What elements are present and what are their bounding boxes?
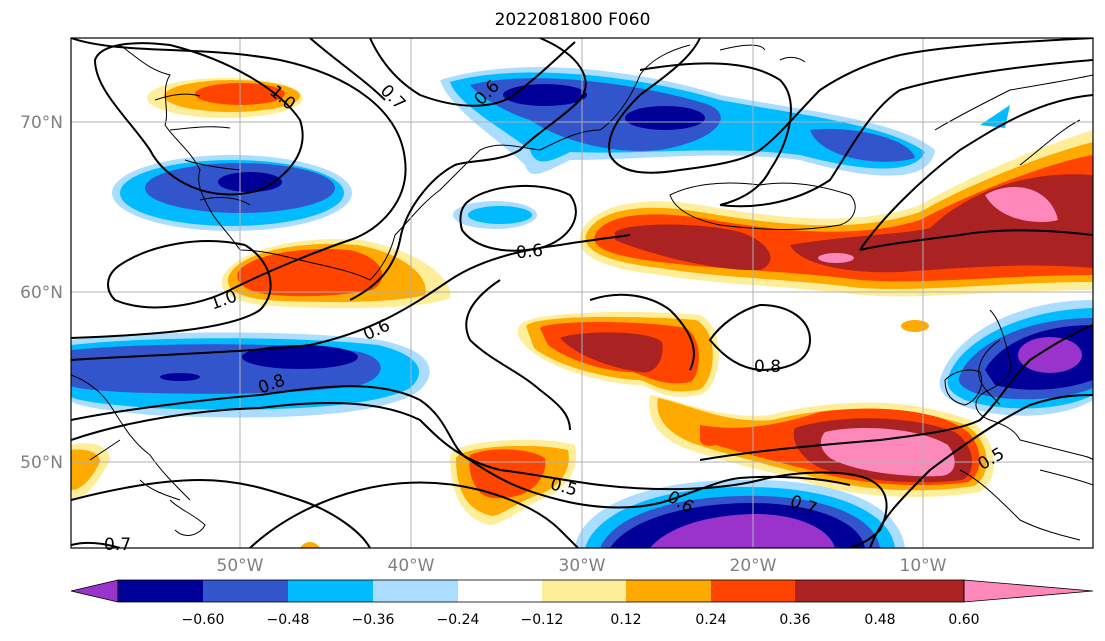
coastline-svalbard	[719, 44, 806, 63]
x-tick-label: 10°W	[900, 556, 947, 576]
gridlines	[71, 38, 1093, 548]
colorbar-tick-label: −0.48	[267, 612, 310, 628]
anomaly-blob-greenland-west	[112, 155, 352, 231]
anomaly-blob-uk	[939, 300, 1093, 416]
colorbar-tick-label: −0.60	[182, 612, 225, 628]
contour-3	[71, 244, 272, 339]
contour-24	[589, 293, 695, 371]
colorbar-segment	[626, 580, 711, 602]
contour-22	[249, 481, 579, 548]
contour-25	[71, 541, 121, 548]
y-tick-label: 50°N	[20, 453, 63, 473]
colorbar-segment	[458, 580, 542, 602]
anomaly-blob-labrador	[71, 332, 430, 418]
colorbar-segment	[118, 580, 203, 602]
contour-13	[859, 94, 1093, 251]
y-axis-ticks: 70°N 60°N 50°N	[20, 113, 63, 473]
colorbar-tick-label: 0.60	[948, 612, 979, 628]
contour-1	[93, 42, 304, 196]
contour-5	[369, 38, 576, 107]
coastline-scandinavia	[934, 74, 1093, 166]
contour-16	[71, 402, 501, 471]
colorbar-ticks: −0.60 −0.48 −0.36 −0.24 −0.12 0.12 0.24 …	[182, 612, 980, 628]
anomaly-blob-greenland-south	[221, 239, 451, 309]
colorbar-tick-label: 0.36	[779, 612, 810, 628]
x-tick-label: 40°W	[388, 556, 435, 576]
colorbar-frame	[117, 579, 965, 603]
coastline-greenland-inner	[154, 93, 251, 206]
colorbar-segment	[288, 580, 373, 602]
colorbar-segment	[880, 580, 964, 602]
coastline-labrador	[71, 374, 191, 501]
colorbar	[70, 579, 1094, 603]
coastline-iceland	[669, 182, 856, 231]
x-tick-label: 50°W	[217, 556, 264, 576]
anomaly-shading	[71, 67, 1093, 548]
contour-label: 0.8	[754, 357, 781, 377]
colorbar-tick-label: 0.12	[610, 612, 641, 628]
y-tick-label: 70°N	[20, 113, 63, 133]
coastline-ireland	[944, 369, 983, 406]
x-tick-label: 20°W	[730, 556, 777, 576]
colorbar-segment	[711, 580, 795, 602]
contour-6	[309, 38, 386, 101]
colorbar-extend-low	[70, 579, 119, 603]
coastline-newfoundland	[169, 499, 206, 536]
coastlines	[71, 44, 1093, 541]
colorbar-tick-label: −0.36	[352, 612, 395, 628]
colorbar-segment	[542, 580, 626, 602]
contour-20	[465, 279, 571, 431]
colorbar-extend-high-tip	[963, 579, 1094, 603]
contour-4	[71, 234, 631, 361]
x-axis-ticks: 50°W 40°W 30°W 20°W 10°W	[217, 556, 947, 576]
colorbar-tick-label: −0.24	[437, 612, 480, 628]
y-tick-label: 60°N	[20, 283, 63, 303]
contour-21	[71, 478, 371, 548]
coastline-uk	[975, 309, 1021, 441]
contour-8	[349, 38, 587, 301]
anomaly-blob-southwest	[71, 439, 577, 548]
anomaly-blob-iceland-east	[579, 130, 1093, 297]
contour-17	[499, 469, 888, 548]
coastline-greenland	[119, 44, 691, 281]
contour-18	[699, 324, 1093, 461]
map-frame	[70, 37, 1094, 549]
contour-lines	[71, 38, 1093, 548]
contour-label: 0.6	[515, 241, 544, 264]
contour-label: 0.7	[104, 535, 131, 555]
contour-19	[708, 303, 812, 372]
anomaly-blob-denmark-strait	[440, 67, 935, 176]
anomaly-blob-mid-atlantic	[517, 312, 719, 397]
colorbar-segment	[373, 580, 458, 602]
contour-15	[71, 385, 851, 509]
contour-2	[71, 38, 407, 309]
x-tick-label: 30°W	[559, 556, 606, 576]
colorbar-tick-label: 0.24	[695, 612, 726, 628]
colorbar-segment	[203, 580, 288, 602]
colorbar-tick-label: 0.48	[864, 612, 895, 628]
contour-7	[459, 185, 577, 252]
contour-14	[859, 229, 1093, 251]
contour-9	[608, 38, 901, 174]
colorbar-segment	[795, 580, 880, 602]
colorbar-tick-label: −0.12	[521, 612, 564, 628]
contour-23	[869, 394, 1093, 548]
plot-title: 2022081800 F060	[494, 10, 651, 30]
contour-12	[719, 59, 1093, 208]
contour-11	[639, 62, 792, 206]
contour-10	[899, 38, 1093, 56]
